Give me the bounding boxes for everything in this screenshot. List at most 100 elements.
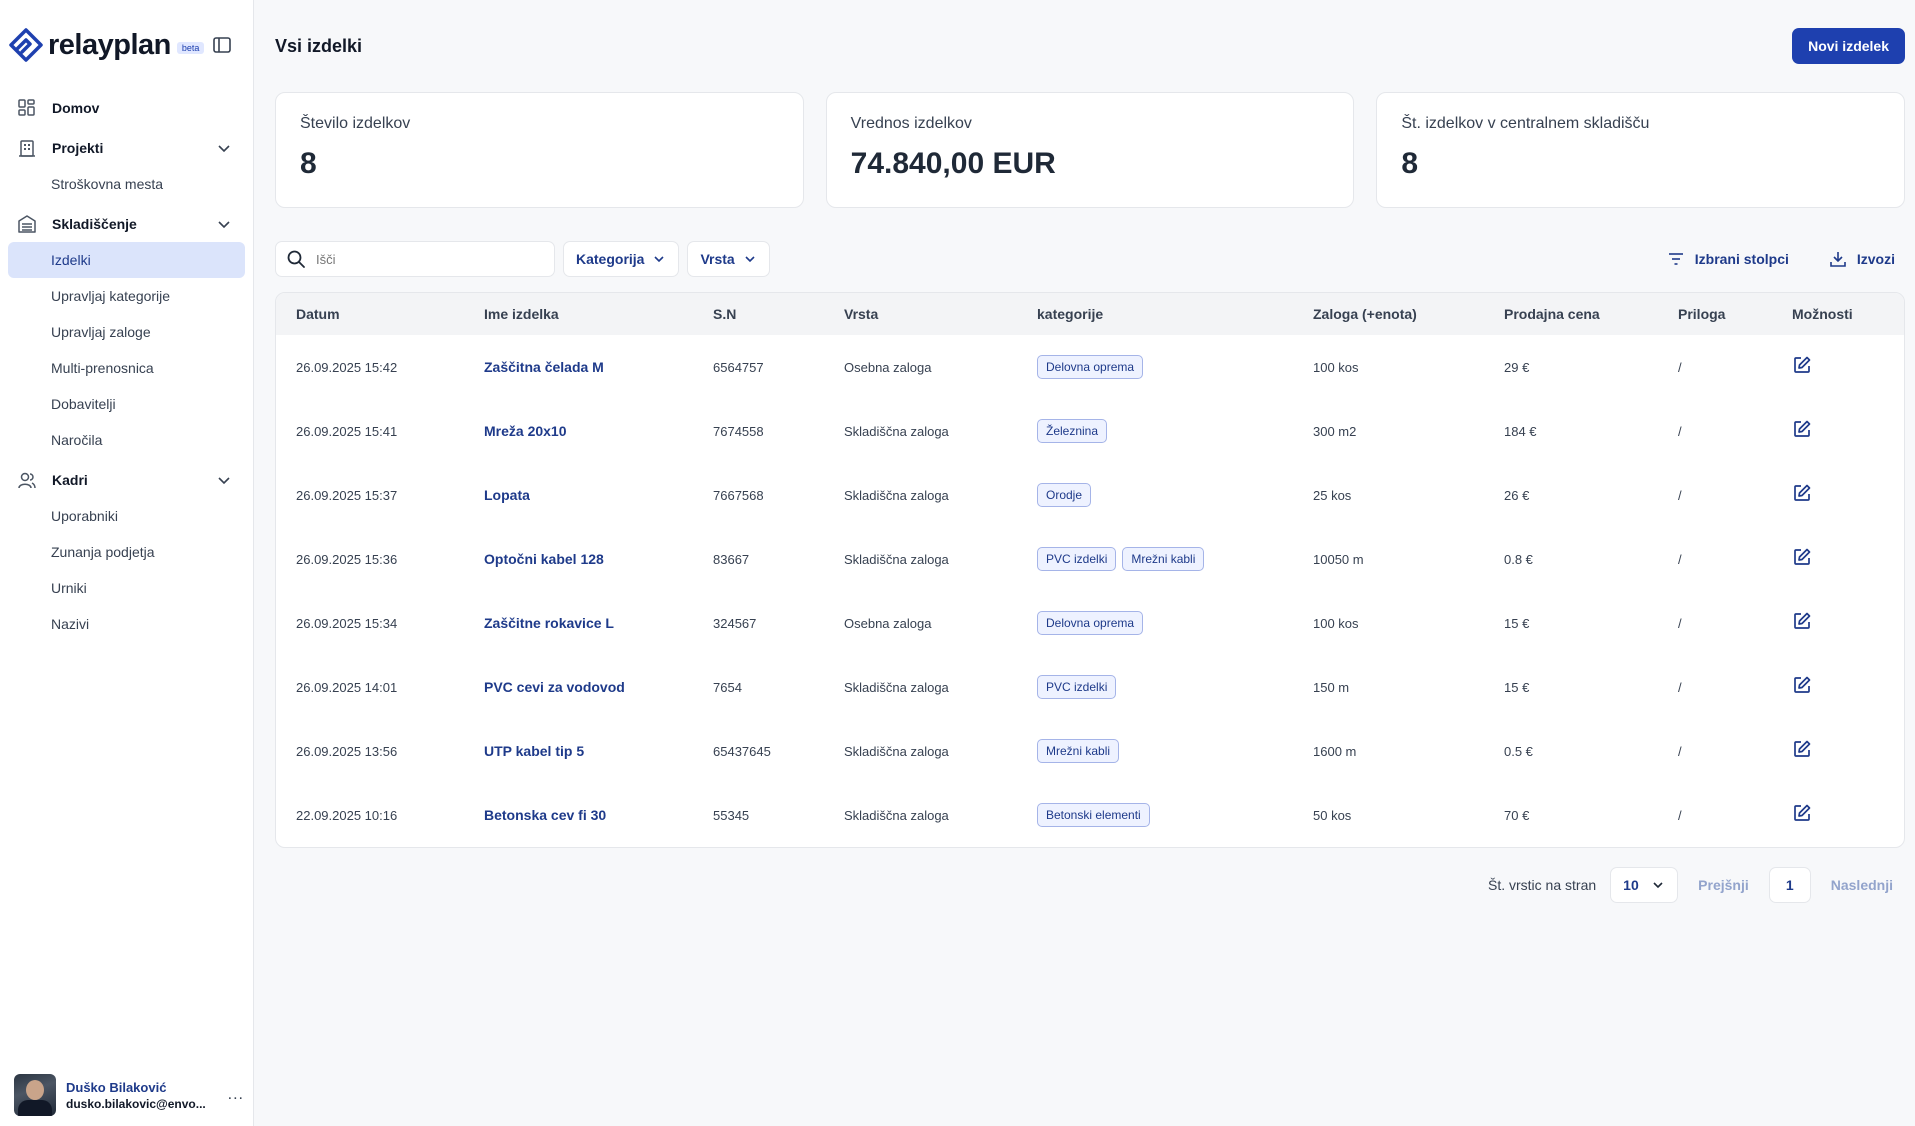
search-input[interactable] <box>316 251 536 267</box>
edit-icon[interactable] <box>1792 355 1816 379</box>
product-name-link[interactable]: Optočni kabel 128 <box>484 551 604 567</box>
cell-date: 26.09.2025 14:01 <box>296 679 398 695</box>
product-name-link[interactable]: Betonska cev fi 30 <box>484 807 607 823</box>
product-name-link[interactable]: PVC cevi za vodovod <box>484 679 625 695</box>
beta-badge: beta <box>176 42 205 54</box>
chevron-down-icon[interactable] <box>215 215 233 233</box>
column-header[interactable]: Zaloga (+enota) <box>1313 306 1417 322</box>
edit-icon[interactable] <box>1792 675 1816 699</box>
cell-price: 15 € <box>1504 679 1530 695</box>
category-tag: Betonski elementi <box>1037 803 1150 827</box>
category-filter-button[interactable]: Kategorija <box>563 241 680 277</box>
new-product-button[interactable]: Novi izdelek <box>1792 28 1905 64</box>
sidebar-item-upravljaj-zaloge[interactable]: Upravljaj zaloge <box>51 324 151 340</box>
stat-label: Vrednos izdelkov <box>850 115 972 132</box>
column-header[interactable]: Vrsta <box>844 306 879 322</box>
column-header[interactable]: Priloga <box>1678 306 1726 322</box>
sidebar-item-upravljaj-kategorije[interactable]: Upravljaj kategorije <box>51 288 171 304</box>
sidebar-toggle-icon[interactable] <box>211 34 233 56</box>
category-tag: Delovna oprema <box>1037 611 1144 635</box>
cell-stock: 100 kos <box>1313 615 1359 631</box>
filter-label: Vrsta <box>700 251 735 267</box>
export-button[interactable]: Izvozi <box>1829 250 1895 268</box>
stat-value: 74.840,00 EUR <box>850 147 1056 180</box>
user-profile[interactable]: Duško Bilaković dusko.bilakovic@envo... … <box>14 1074 244 1116</box>
chevron-down-icon[interactable] <box>215 139 233 157</box>
current-page-button[interactable]: 1 <box>1768 867 1811 903</box>
cell-options <box>1772 463 1904 527</box>
column-header[interactable]: kategorije <box>1037 306 1104 322</box>
cell-attachment: / <box>1678 807 1682 823</box>
cell-options <box>1772 335 1904 399</box>
more-options-icon[interactable]: ... <box>227 1086 244 1103</box>
table-row: 26.09.2025 15:34 Zaščitne rokavice L 32456… <box>276 591 1904 655</box>
sidebar-item-stroskovna-mesta[interactable]: Stroškovna mesta <box>51 176 164 192</box>
sidebar-item-kadri[interactable]: Kadri <box>8 462 245 498</box>
table-row: 26.09.2025 15:41 Mreža 20x10 7674558 Skladi… <box>276 399 1904 463</box>
edit-icon[interactable] <box>1792 419 1816 443</box>
user-email: dusko.bilakovic@envo... <box>66 1096 206 1111</box>
column-header[interactable]: Ime izdelka <box>484 306 559 322</box>
category-tag: Mrežni kabli <box>1122 547 1205 571</box>
product-name-link[interactable]: Mreža 20x10 <box>484 423 567 439</box>
edit-icon[interactable] <box>1792 611 1816 635</box>
cell-date: 26.09.2025 15:34 <box>296 615 398 631</box>
column-header[interactable]: Datum <box>296 306 340 322</box>
sidebar-item-uporabniki[interactable]: Uporabniki <box>51 508 118 524</box>
cell-serial-number: 83667 <box>713 551 750 567</box>
next-page-button[interactable]: Naslednji <box>1830 877 1893 893</box>
cell-serial-number: 6564757 <box>713 359 764 375</box>
chevron-down-icon[interactable] <box>215 471 233 489</box>
product-name-link[interactable]: Zaščitna čelada M <box>484 359 604 375</box>
selected-columns-button[interactable]: Izbrani stolpci <box>1667 250 1789 268</box>
stat-label: Št. izdelkov v centralnem skladišču <box>1401 115 1650 132</box>
cell-categories: Mrežni kabli <box>1017 719 1293 783</box>
column-header[interactable]: Možnosti <box>1792 306 1853 322</box>
cell-type: Osebna zaloga <box>844 359 932 375</box>
stat-label: Število izdelkov <box>300 115 411 132</box>
users-icon <box>16 469 38 491</box>
cell-categories: Delovna oprema <box>1017 591 1293 655</box>
sidebar-item-izdelki[interactable]: Izdelki <box>8 242 245 278</box>
products-table: Datum Ime izdelka S.N Vrsta kategorije Z… <box>275 292 1905 848</box>
rows-per-page-select[interactable]: 10 <box>1610 867 1679 903</box>
dashboard-icon <box>16 97 38 119</box>
edit-icon[interactable] <box>1792 739 1816 763</box>
product-name-link[interactable]: Zaščitne rokavice L <box>484 615 614 631</box>
edit-icon[interactable] <box>1792 547 1816 571</box>
sidebar-item-narocila[interactable]: Naročila <box>51 432 103 448</box>
product-name-link[interactable]: UTP kabel tip 5 <box>484 743 585 759</box>
edit-icon[interactable] <box>1792 803 1816 827</box>
sidebar-item-projekti[interactable]: Projekti <box>8 130 245 166</box>
cell-categories: PVC izdelki Mrežni kabli <box>1017 527 1293 591</box>
edit-icon[interactable] <box>1792 483 1816 507</box>
relayplan-logo-icon <box>9 28 43 62</box>
rows-per-page-label: Št. vrstic na stran <box>1488 877 1597 893</box>
sidebar-nav: Domov Projekti Stroškovna mesta Skladišč… <box>0 90 253 642</box>
sidebar-item-nazivi[interactable]: Nazivi <box>51 616 90 632</box>
cell-price: 29 € <box>1504 359 1530 375</box>
sidebar-item-multi-prenosnica[interactable]: Multi-prenosnica <box>51 360 154 376</box>
sidebar-item-dobavitelji[interactable]: Dobavitelji <box>51 396 116 412</box>
cell-options <box>1772 399 1904 463</box>
product-name-link[interactable]: Lopata <box>484 487 530 503</box>
cell-serial-number: 65437645 <box>713 743 771 759</box>
sidebar-item-domov[interactable]: Domov <box>8 90 245 126</box>
sidebar-item-zunanja-podjetja[interactable]: Zunanja podjetja <box>51 544 155 560</box>
sidebar-item-urniki[interactable]: Urniki <box>51 580 87 596</box>
table-row: 22.09.2025 10:16 Betonska cev fi 30 55345 S… <box>276 783 1904 847</box>
column-header[interactable]: Prodajna cena <box>1504 306 1600 322</box>
category-tag: Delovna oprema <box>1037 355 1144 379</box>
column-header[interactable]: S.N <box>713 306 737 322</box>
export-label: Izvozi <box>1856 251 1895 267</box>
cell-categories: Železnina <box>1017 399 1293 463</box>
cell-categories: Orodje <box>1017 463 1293 527</box>
cell-date: 26.09.2025 15:41 <box>296 423 398 439</box>
cell-attachment: / <box>1678 615 1682 631</box>
cell-price: 70 € <box>1504 807 1530 823</box>
table-toolbar: Kategorija Vrsta Izbrani stolpci Izvozi <box>275 240 1905 278</box>
previous-page-button[interactable]: Prejšnji <box>1698 877 1749 893</box>
type-filter-button[interactable]: Vrsta <box>687 241 770 277</box>
cell-options <box>1772 719 1904 783</box>
sidebar-item-skladiscenje[interactable]: Skladiščenje <box>8 206 245 242</box>
